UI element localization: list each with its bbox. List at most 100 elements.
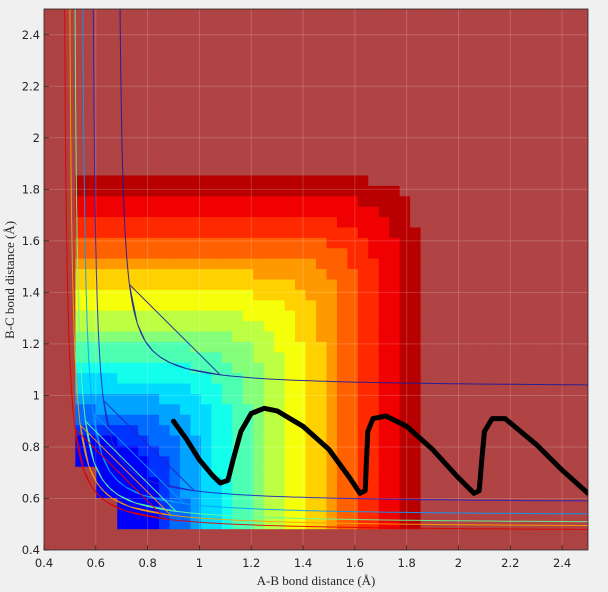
contour-cell <box>504 487 516 499</box>
contour-cell <box>253 425 265 437</box>
contour-cell <box>525 383 537 395</box>
contour-cell <box>357 217 369 229</box>
contour-cell <box>159 50 171 62</box>
contour-cell <box>493 445 505 457</box>
contour-cell <box>514 539 526 550</box>
contour-cell <box>546 61 558 73</box>
contour-cell <box>410 279 422 291</box>
contour-cell <box>138 477 150 489</box>
contour-cell <box>378 393 390 405</box>
contour-cell <box>148 383 160 395</box>
contour-cell <box>577 331 588 343</box>
contour-cell <box>535 373 547 385</box>
contour-cell <box>410 404 422 416</box>
contour-cell <box>410 71 422 83</box>
contour-cell <box>357 258 369 270</box>
contour-cell <box>441 466 453 478</box>
contour-cell <box>431 362 443 374</box>
contour-cell <box>504 362 516 374</box>
contour-cell <box>431 248 443 260</box>
contour-cell <box>274 248 286 260</box>
contour-cell <box>336 487 348 499</box>
contour-cell <box>420 9 432 20</box>
contour-cell <box>462 539 474 550</box>
contour-cell <box>357 404 369 416</box>
contour-cell <box>431 196 443 208</box>
contour-cell <box>232 456 244 468</box>
contour-cell <box>546 539 558 550</box>
contour-cell <box>462 206 474 218</box>
contour-cell <box>336 466 348 478</box>
contour-cell <box>504 196 516 208</box>
contour-cell <box>200 373 212 385</box>
contour-cell <box>483 518 495 530</box>
contour-cell <box>472 154 484 166</box>
contour-cell <box>546 227 558 239</box>
contour-cell <box>326 383 338 395</box>
contour-cell <box>410 393 422 405</box>
contour-cell <box>410 487 422 499</box>
contour-cell <box>96 217 108 229</box>
contour-cell <box>514 456 526 468</box>
contour-cell <box>221 425 233 437</box>
contour-cell <box>274 310 286 322</box>
contour-cell <box>148 40 160 52</box>
contour-cell <box>200 71 212 83</box>
contour-cell <box>232 404 244 416</box>
contour-cell <box>274 477 286 489</box>
contour-cell <box>85 154 97 166</box>
contour-cell <box>54 310 66 322</box>
contour-cell <box>546 133 558 145</box>
contour-cell <box>180 248 192 260</box>
contour-cell <box>148 196 160 208</box>
contour-cell <box>452 279 464 291</box>
contour-cell <box>368 404 380 416</box>
contour-cell <box>117 279 129 291</box>
contour-cell <box>200 518 212 530</box>
contour-cell <box>546 300 558 312</box>
contour-cell <box>431 425 443 437</box>
contour-cell <box>410 321 422 333</box>
contour-cell <box>504 497 516 509</box>
contour-cell <box>357 393 369 405</box>
contour-cell <box>431 185 443 197</box>
contour-cell <box>514 310 526 322</box>
contour-cell <box>389 487 401 499</box>
contour-cell <box>117 248 129 260</box>
contour-cell <box>336 123 348 135</box>
contour-cell <box>159 477 171 489</box>
contour-cell <box>232 175 244 187</box>
contour-cell <box>242 61 254 73</box>
contour-cell <box>368 487 380 499</box>
contour-cell <box>242 19 254 31</box>
contour-cell <box>148 269 160 281</box>
contour-cell <box>567 196 579 208</box>
contour-cell <box>441 497 453 509</box>
contour-cell <box>378 81 390 93</box>
contour-cell <box>242 477 254 489</box>
contour-cell <box>483 144 495 156</box>
contour-cell <box>535 175 547 187</box>
contour-cell <box>159 373 171 385</box>
contour-cell <box>96 113 108 125</box>
contour-cell <box>472 497 484 509</box>
contour-cell <box>567 19 579 31</box>
contour-cell <box>525 393 537 405</box>
contour-cell <box>567 227 579 239</box>
contour-cell <box>525 414 537 426</box>
contour-cell <box>159 9 171 20</box>
contour-cell <box>221 81 233 93</box>
contour-cell <box>274 133 286 145</box>
contour-cell <box>148 487 160 499</box>
contour-cell <box>169 19 181 31</box>
contour-cell <box>472 237 484 249</box>
contour-cell <box>399 383 411 395</box>
contour-cell <box>305 373 317 385</box>
contour-cell <box>85 227 97 239</box>
contour-cell <box>295 487 307 499</box>
contour-cell <box>368 9 380 20</box>
contour-cell <box>106 113 118 125</box>
contour-cell <box>410 508 422 520</box>
contour-cell <box>211 300 223 312</box>
contour-cell <box>389 477 401 489</box>
